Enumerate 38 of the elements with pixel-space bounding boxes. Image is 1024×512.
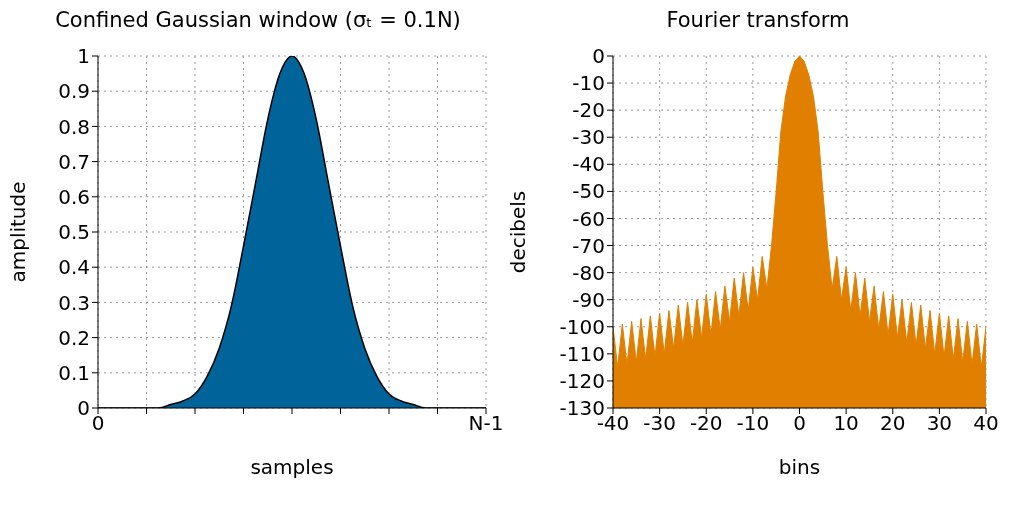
y-tick-label: 0.4 — [58, 255, 90, 280]
x-tick-label: 30 — [926, 411, 953, 436]
chart-title: Fourier transform — [665, 8, 851, 34]
x-axis-title: bins — [778, 455, 821, 479]
x-tick-label: N-1 — [468, 411, 504, 436]
y-tick-label: -120 — [559, 369, 605, 394]
y-tick-label: -40 — [572, 152, 605, 177]
x-tick-label: 40 — [973, 411, 999, 436]
y-tick-label: 1 — [77, 44, 90, 69]
y-tick-label: -30 — [572, 125, 605, 150]
chart-title: Confined Gaussian window (σₜ = 0.1N) — [54, 8, 462, 34]
y-tick-label: 0 — [592, 44, 605, 69]
y-tick-label: 0.8 — [58, 114, 90, 139]
y-axis-title: decibels — [506, 190, 531, 274]
y-tick-label: -110 — [559, 341, 605, 366]
x-tick-label: -20 — [689, 411, 723, 436]
x-tick-label: 0 — [793, 411, 806, 436]
y-tick-label: -90 — [572, 287, 605, 312]
y-tick-label: -60 — [572, 206, 605, 231]
y-tick-label: 0.6 — [58, 184, 90, 209]
y-tick-label: -70 — [572, 233, 605, 258]
y-tick-label: -100 — [559, 314, 605, 339]
x-tick-label: -30 — [643, 411, 676, 436]
y-tick-label: 0.3 — [58, 290, 90, 315]
y-tick-label: -10 — [572, 71, 605, 96]
y-tick-label: 0.2 — [58, 325, 90, 350]
x-tick-label: 10 — [833, 411, 859, 436]
y-tick-label: 0.1 — [58, 360, 90, 385]
y-tick-label: 0.5 — [58, 220, 90, 245]
y-tick-label: 0.7 — [58, 149, 90, 174]
y-axis-title: amplitude — [6, 181, 31, 283]
y-tick-label: -80 — [572, 260, 605, 285]
y-tick-label: 0.9 — [58, 79, 90, 104]
x-tick-label: 20 — [880, 411, 906, 436]
x-axis-title: samples — [250, 455, 334, 479]
y-tick-label: -20 — [572, 98, 605, 123]
x-tick-label: -10 — [736, 411, 770, 436]
y-tick-label: -50 — [572, 179, 605, 204]
